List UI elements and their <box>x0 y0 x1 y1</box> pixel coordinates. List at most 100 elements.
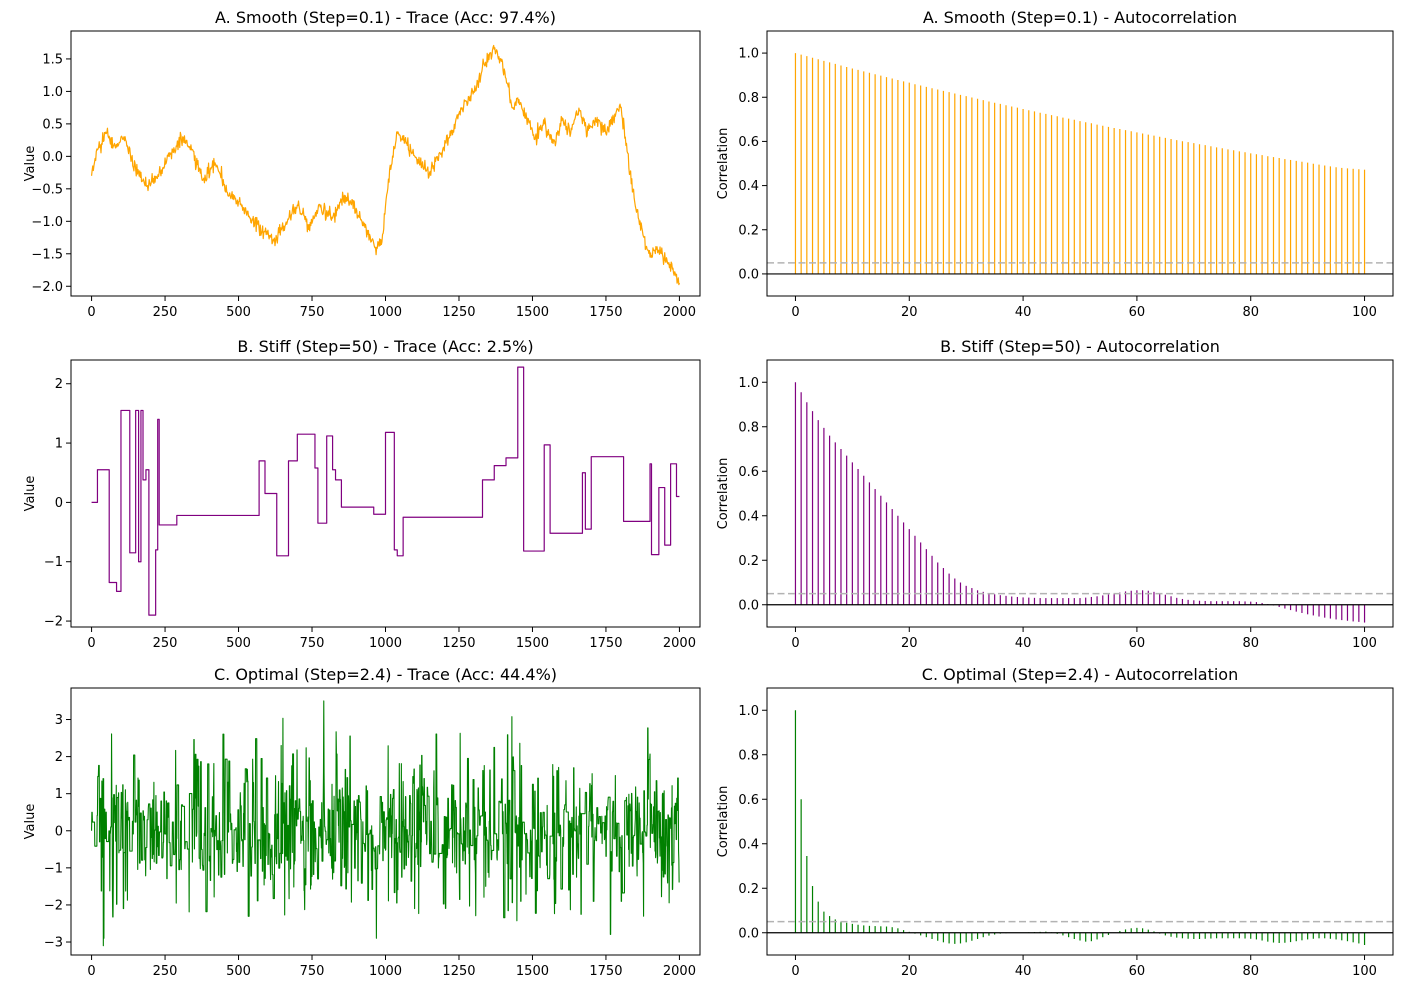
x-tick-label: 250 <box>153 964 178 979</box>
y-tick-label: −3 <box>44 936 63 951</box>
y-tick-label: 0.2 <box>738 882 759 897</box>
y-tick-label: 0 <box>55 496 63 511</box>
panel-5: C. Optimal (Step=2.4) - Trace (Acc: 44.4… <box>23 665 701 979</box>
y-axis-label: Correlation <box>716 786 731 858</box>
x-axis-ticks: 0 250 500 750 1000 1250 1500 1750 2000 <box>87 296 696 320</box>
trace-line <box>90 44 680 286</box>
x-tick-label: 100 <box>1352 305 1377 320</box>
x-tick-label: 1000 <box>369 636 402 651</box>
y-tick-label: 1.5 <box>42 52 63 67</box>
y-tick-label: 0.2 <box>738 223 759 238</box>
x-tick-label: 100 <box>1352 636 1377 651</box>
x-tick-label: 500 <box>226 305 251 320</box>
y-tick-label: −2.0 <box>31 280 63 295</box>
y-tick-label: 0.4 <box>738 179 759 194</box>
axes-frame <box>766 359 1394 628</box>
y-tick-label: 0.0 <box>42 150 63 165</box>
x-axis-ticks: 0 20 40 60 80 100 <box>791 296 1377 320</box>
x-tick-label: 0 <box>791 636 799 651</box>
y-tick-label: 2 <box>55 377 63 392</box>
y-tick-label: −2 <box>44 898 63 913</box>
x-tick-label: 2000 <box>663 964 696 979</box>
x-axis-ticks: 0 250 500 750 1000 1250 1500 1750 2000 <box>87 955 696 979</box>
y-tick-label: 1.0 <box>42 85 63 100</box>
y-tick-label: −1 <box>44 861 63 876</box>
x-tick-label: 1250 <box>442 305 475 320</box>
y-tick-label: −0.5 <box>31 182 63 197</box>
x-tick-label: 0 <box>87 964 95 979</box>
plot-area <box>91 700 680 947</box>
axes-frame <box>766 30 1394 297</box>
y-tick-label: −1 <box>44 555 63 570</box>
plot-area <box>767 382 1393 623</box>
y-tick-label: 0.0 <box>738 267 759 282</box>
x-tick-label: 750 <box>300 964 325 979</box>
x-tick-label: 1000 <box>369 964 402 979</box>
x-tick-label: 20 <box>901 636 918 651</box>
x-tick-label: 40 <box>1015 305 1032 320</box>
y-axis-ticks: 0.0 0.2 0.4 0.6 0.8 1.0 <box>738 704 767 941</box>
x-tick-label: 1500 <box>516 305 549 320</box>
y-tick-label: 3 <box>55 713 63 728</box>
x-tick-label: 500 <box>226 964 251 979</box>
y-tick-label: 0.8 <box>738 420 759 435</box>
x-tick-label: 20 <box>901 305 918 320</box>
panel-title: A. Smooth (Step=0.1) - Autocorrelation <box>923 8 1237 27</box>
y-axis-label: Value <box>23 476 38 512</box>
panel-6: C. Optimal (Step=2.4) - Autocorrelation C… <box>716 665 1394 979</box>
plot-area <box>90 44 680 286</box>
trace-line <box>91 366 680 616</box>
y-tick-label: −1.0 <box>31 215 63 230</box>
x-tick-label: 80 <box>1242 964 1259 979</box>
y-axis-ticks: −2 −1 0 1 2 <box>44 377 71 630</box>
y-axis-ticks: −3 −2 −1 0 1 2 3 <box>44 713 71 951</box>
x-tick-label: 750 <box>300 636 325 651</box>
panel-title: A. Smooth (Step=0.1) - Trace (Acc: 97.4%… <box>215 8 556 27</box>
y-tick-label: 0.2 <box>738 554 759 569</box>
x-tick-label: 0 <box>87 636 95 651</box>
panel-4: B. Stiff (Step=50) - Autocorrelation Corr… <box>716 337 1394 651</box>
x-tick-label: 40 <box>1015 636 1032 651</box>
plot-area <box>767 53 1393 275</box>
x-tick-label: 100 <box>1352 964 1377 979</box>
panel-3: B. Stiff (Step=50) - Trace (Acc: 2.5%) Va… <box>23 337 701 651</box>
x-tick-label: 1250 <box>442 636 475 651</box>
axes-frame <box>70 687 701 956</box>
x-axis-ticks: 0 20 40 60 80 100 <box>791 955 1377 979</box>
x-tick-label: 80 <box>1242 636 1259 651</box>
panel-2: A. Smooth (Step=0.1) - Autocorrelation Co… <box>716 8 1394 320</box>
x-axis-ticks: 0 250 500 750 1000 1250 1500 1750 2000 <box>87 627 696 651</box>
y-tick-label: −2 <box>44 615 63 630</box>
x-tick-label: 2000 <box>663 636 696 651</box>
y-tick-label: 0.8 <box>738 91 759 106</box>
plot-area <box>767 710 1393 945</box>
x-tick-label: 1750 <box>589 636 622 651</box>
x-tick-label: 250 <box>153 636 178 651</box>
y-tick-label: 0 <box>55 824 63 839</box>
y-axis-label: Value <box>23 804 38 840</box>
y-tick-label: 0.4 <box>738 837 759 852</box>
x-tick-label: 0 <box>791 305 799 320</box>
axes-frame <box>766 687 1394 956</box>
x-tick-label: 1500 <box>516 964 549 979</box>
y-tick-label: 2 <box>55 750 63 765</box>
x-tick-label: 20 <box>901 964 918 979</box>
y-tick-label: 0.0 <box>738 926 759 941</box>
x-tick-label: 0 <box>791 964 799 979</box>
x-tick-label: 2000 <box>663 305 696 320</box>
y-tick-label: 1 <box>55 787 63 802</box>
x-tick-label: 500 <box>226 636 251 651</box>
y-tick-label: 1.0 <box>738 704 759 719</box>
y-axis-ticks: 0.0 0.2 0.4 0.6 0.8 1.0 <box>738 376 767 613</box>
x-tick-label: 1750 <box>589 305 622 320</box>
panel-title: C. Optimal (Step=2.4) - Trace (Acc: 44.4… <box>214 665 557 684</box>
panel-1: A. Smooth (Step=0.1) - Trace (Acc: 97.4%… <box>23 8 701 320</box>
y-tick-label: 0.4 <box>738 509 759 524</box>
y-tick-label: 0.6 <box>738 793 759 808</box>
x-tick-label: 60 <box>1129 636 1146 651</box>
x-tick-label: 1750 <box>589 964 622 979</box>
y-axis-ticks: −2.0 −1.5 −1.0 −0.5 0.0 0.5 1.0 1.5 <box>31 52 71 295</box>
y-axis-label: Correlation <box>716 128 731 200</box>
y-tick-label: 1.0 <box>738 47 759 62</box>
